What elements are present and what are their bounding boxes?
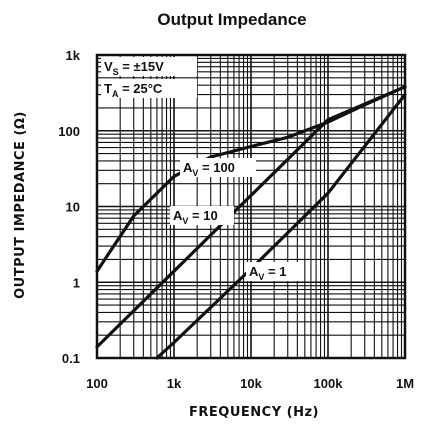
y-tick-label: 100 xyxy=(58,124,80,139)
y-tick-label: 1k xyxy=(66,48,81,63)
series-label-av1: AV = 1 xyxy=(246,262,304,282)
x-axis-title: FREQUENCY (Hz) xyxy=(189,405,319,420)
x-tick-label: 1k xyxy=(167,376,182,391)
condition-supply-voltage-text: VS = ±15V xyxy=(104,59,164,77)
chart-title: Output Impedance xyxy=(157,10,306,29)
series-label-av100-box xyxy=(180,158,256,177)
series-label-av100: AV = 100 xyxy=(180,158,256,178)
y-tick-label: 1 xyxy=(73,275,80,290)
plot-frame xyxy=(95,53,407,360)
y-axis-title: OUTPUT IMPEDANCE (Ω) xyxy=(13,111,28,299)
series-label-av100-text: AV = 100 xyxy=(183,160,235,178)
annotations: VS = ±15V TA = 25°C AV = 100 AV = 10 AV = 1 xyxy=(101,57,304,282)
series-label-av10: AV = 10 xyxy=(170,206,234,226)
series-label-av10-text: AV = 10 xyxy=(173,208,218,226)
series-label-av1-text: AV = 1 xyxy=(249,264,286,282)
x-tick-label: 10k xyxy=(240,376,262,391)
x-tick-label: 100k xyxy=(314,376,344,391)
condition-temperature: TA = 25°C xyxy=(101,79,197,99)
condition-supply-voltage: VS = ±15V xyxy=(101,57,197,77)
series-label-av10-box xyxy=(170,206,234,225)
y-tick-labels: 0.1 1 10 100 1k xyxy=(58,48,80,366)
condition-supply-voltage-box xyxy=(101,57,197,76)
condition-temperature-text: TA = 25°C xyxy=(104,81,163,99)
series-line xyxy=(95,85,407,349)
x-tick-label: 100 xyxy=(86,376,108,391)
series-label-av1-box xyxy=(246,262,304,281)
condition-temperature-box xyxy=(101,79,197,98)
y-tick-label: 0.1 xyxy=(62,351,80,366)
y-tick-label: 10 xyxy=(66,200,80,215)
x-tick-label: 1M xyxy=(396,376,414,391)
x-tick-labels: 100 1k 10k 100k 1M xyxy=(86,376,414,391)
